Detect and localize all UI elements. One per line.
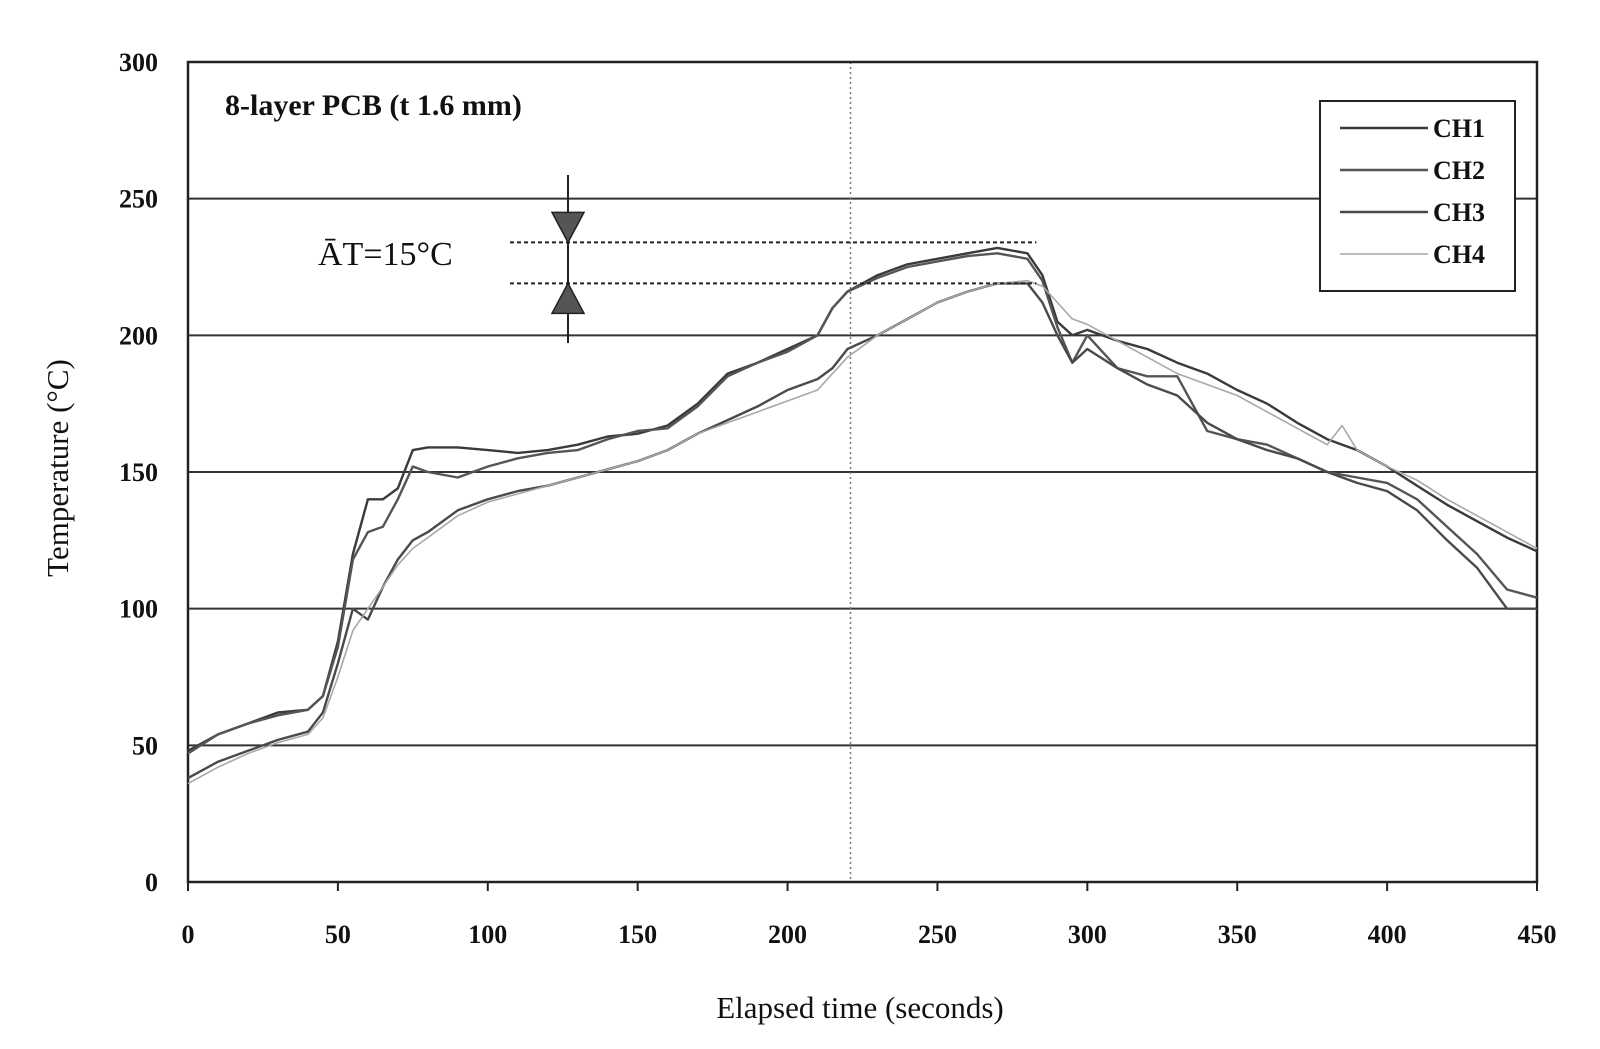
x-tick-label: 100	[468, 920, 507, 949]
y-tick-label: 300	[119, 48, 158, 77]
y-axis-title: Temperature (°C)	[40, 359, 75, 577]
y-tick-label: 250	[119, 185, 158, 214]
series-line-ch3	[187, 282, 1537, 780]
legend-label-ch4: CH4	[1433, 240, 1485, 269]
x-tick-label: 50	[325, 920, 351, 949]
y-tick-label: 50	[132, 731, 158, 760]
x-axis-title: Elapsed time (seconds)	[716, 990, 1004, 1025]
arrow-up-head	[550, 281, 586, 315]
board-annotation: 8-layer PCB (t 1.6 mm)	[225, 89, 522, 122]
y-tick-label: 200	[119, 321, 158, 350]
legend-label-ch2: CH2	[1433, 156, 1485, 185]
delta-t-annotation	[510, 175, 1037, 343]
x-tick-label: 450	[1518, 920, 1557, 949]
x-tick-label: 0	[182, 920, 195, 949]
series-line-ch2	[187, 252, 1538, 755]
x-tick-label: 300	[1068, 920, 1107, 949]
axis-ticks: 0 50 100 150 200 250 300 0 50 100 150 200 250 300 350 4…	[119, 48, 1557, 949]
grid-lines	[188, 62, 1537, 882]
legend-label-ch3: CH3	[1433, 198, 1485, 227]
series-lines	[187, 246, 1538, 785]
legend-label-ch1: CH1	[1433, 114, 1485, 143]
delta-t-label: ĀT=15°C	[318, 236, 453, 273]
series-line-ch4	[187, 279, 1538, 785]
plot-area	[186, 60, 1539, 884]
legend: CH1 CH2 CH3 CH4	[1319, 100, 1516, 292]
x-tick-label: 150	[618, 920, 657, 949]
x-tick-label: 250	[918, 920, 957, 949]
y-tick-label: 100	[119, 595, 158, 624]
x-tick-label: 400	[1368, 920, 1407, 949]
x-tick-label: 200	[768, 920, 807, 949]
x-tick-label: 350	[1218, 920, 1257, 949]
y-tick-label: 0	[145, 868, 158, 897]
arrow-down-head	[550, 211, 586, 244]
legend-box	[1319, 100, 1516, 292]
y-tick-label: 150	[119, 458, 158, 487]
